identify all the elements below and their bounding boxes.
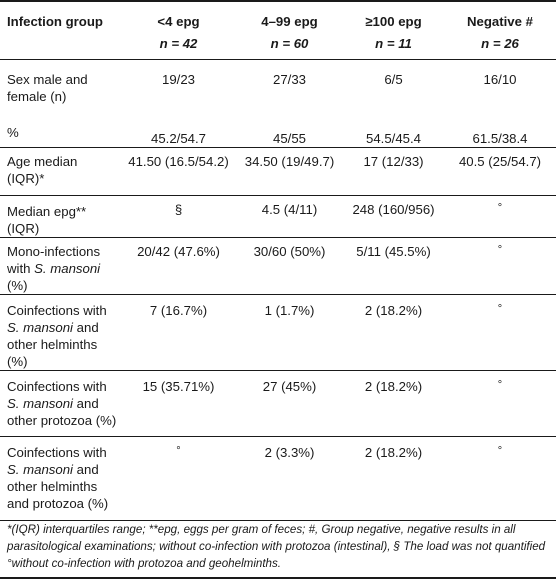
header-row: Infection group <4 epg 4–99 epg ≥100 epg… xyxy=(0,0,556,30)
row-label-median-epg: Median epg** (IQR) xyxy=(0,195,121,238)
table-cell: 61.5/38.4 xyxy=(444,117,556,148)
table-cell: 45.2/54.7 xyxy=(121,117,236,148)
table-cell: 5/11 (45.5%) xyxy=(343,237,444,295)
top-rule xyxy=(0,0,556,2)
row-label-coinfections-helminths: Coinfections with S. mansoni and other h… xyxy=(0,294,121,371)
table-row: % 45.2/54.7 45/55 54.5/45.4 61.5/38.4 xyxy=(0,117,556,148)
table-cell: 2 (18.2%) xyxy=(343,370,444,437)
table-row: Sex male and female (n) 19/23 27/33 6/5 … xyxy=(0,60,556,118)
header-lt4-epg: <4 epg xyxy=(157,14,200,29)
table-row: Coinfections with S. mansoni and other p… xyxy=(0,370,556,437)
degree-mark: ° xyxy=(176,445,181,457)
table-footnote: *(IQR) interquartiles range; **epg, eggs… xyxy=(7,523,546,570)
table-cell: 54.5/45.4 xyxy=(343,117,444,148)
table-cell: 7 (16.7%) xyxy=(121,294,236,371)
data-table: Infection group <4 epg 4–99 epg ≥100 epg… xyxy=(0,0,556,521)
header-ge100-epg: ≥100 epg xyxy=(365,14,422,29)
bottom-rule xyxy=(0,577,556,579)
degree-mark: ° xyxy=(497,379,503,391)
header-4-99-epg: 4–99 epg xyxy=(261,14,318,29)
table-cell: 20/42 (47.6%) xyxy=(121,237,236,295)
row-label-coinfections-helminths-protozoa: Coinfections with S. mansoni and other h… xyxy=(0,436,121,521)
n-lt4-epg: n = 42 xyxy=(159,36,198,51)
table-cell: 19/23 xyxy=(161,72,195,87)
table-cell: § xyxy=(121,195,236,238)
degree-mark: ° xyxy=(497,244,503,256)
n-4-99-epg: n = 60 xyxy=(270,36,309,51)
degree-mark: ° xyxy=(497,303,503,315)
header-negative: Negative # xyxy=(467,14,533,29)
table-cell: 45/55 xyxy=(236,117,343,148)
degree-mark: ° xyxy=(497,202,503,214)
table-cell: 2 (18.2%) xyxy=(343,436,444,521)
table-cell: 34.50 (19/49.7) xyxy=(236,147,343,196)
table-row: Age median (IQR)* 41.50 (16.5/54.2) 34.5… xyxy=(0,147,556,196)
infection-table: Infection group <4 epg 4–99 epg ≥100 epg… xyxy=(0,0,556,521)
n-negative: n = 26 xyxy=(481,36,519,51)
n-ge100-epg: n = 11 xyxy=(375,36,412,51)
table-cell: 1 (1.7%) xyxy=(236,294,343,371)
table-row: Mono-infections with S. mansoni (%) 20/4… xyxy=(0,237,556,295)
table-cell: 41.50 (16.5/54.2) xyxy=(121,147,236,196)
table-cell: 6/5 xyxy=(384,72,403,87)
table-cell: 4.5 (4/11) xyxy=(236,195,343,238)
row-label-coinfections-protozoa: Coinfections with S. mansoni and other p… xyxy=(0,370,121,437)
table-row: Coinfections with S. mansoni and other h… xyxy=(0,294,556,371)
table-cell: 2 (18.2%) xyxy=(343,294,444,371)
row-label-sex: Sex male and female (n) xyxy=(7,72,88,104)
table-cell: 27 (45%) xyxy=(236,370,343,437)
header-infection-group: Infection group xyxy=(7,14,103,29)
degree-mark: ° xyxy=(497,445,503,457)
table-cell: 40.5 (25/54.7) xyxy=(444,147,556,196)
header-n-row: n = 42 n = 60 n = 11 n = 26 xyxy=(0,30,556,60)
table-cell: 15 (35.71%) xyxy=(121,370,236,437)
table-row: Coinfections with S. mansoni and other h… xyxy=(0,436,556,521)
table-cell: 27/33 xyxy=(272,72,306,87)
table-cell: 16/10 xyxy=(483,72,517,87)
row-label-mono-infections: Mono-infections with S. mansoni (%) xyxy=(0,237,121,295)
table-cell: 2 (3.3%) xyxy=(236,436,343,521)
table-cell: 30/60 (50%) xyxy=(236,237,343,295)
table-cell: 248 (160/956) xyxy=(343,195,444,238)
table-row: Median epg** (IQR) § 4.5 (4/11) 248 (160… xyxy=(0,195,556,238)
row-label-percent: % xyxy=(0,117,121,148)
table-cell: 17 (12/33) xyxy=(343,147,444,196)
row-label-age: Age median (IQR)* xyxy=(0,147,121,196)
